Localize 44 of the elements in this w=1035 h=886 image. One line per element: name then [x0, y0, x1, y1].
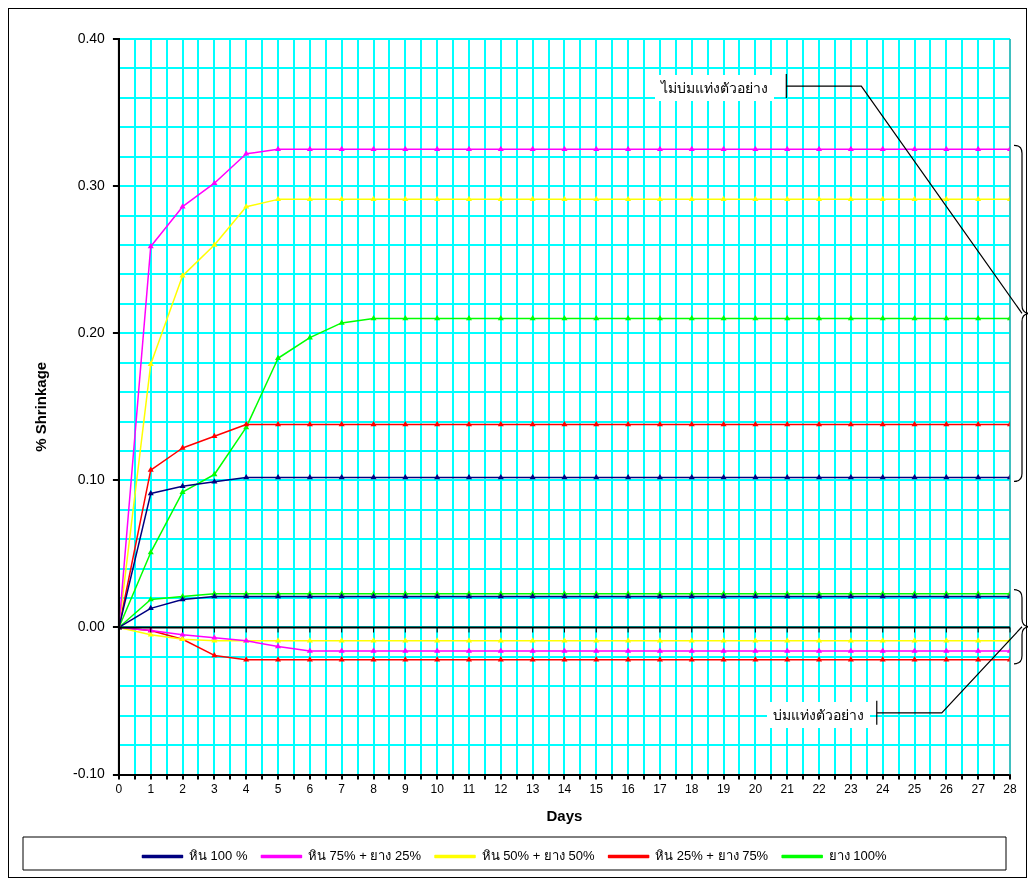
x-tick-label: 20 [748, 782, 763, 797]
y-tick-label: 0.00 [77, 618, 106, 635]
y-tick-label: 0.40 [77, 29, 106, 46]
x-tick-label: 13 [525, 782, 540, 797]
y-tick-label: 0.20 [77, 324, 106, 341]
x-tick-label: 6 [306, 782, 314, 797]
x-tick-label: 21 [780, 782, 795, 797]
annotation: บ่มแท่งตัวอย่าง [766, 701, 870, 728]
x-tick-label: 1 [147, 782, 155, 797]
x-tick-label: 19 [716, 782, 731, 797]
x-tick-label: 25 [907, 782, 922, 797]
y-tick-label: 0.30 [77, 176, 106, 193]
x-tick-label: 23 [844, 782, 858, 797]
legend-label: หิน 100 % [188, 848, 248, 864]
x-tick-label: 3 [211, 782, 219, 797]
y-tick-label: -0.10 [72, 765, 106, 782]
x-tick-label: 10 [430, 782, 445, 797]
y-axis-title: % Shrinkage [32, 361, 50, 452]
x-tick-label: 9 [401, 782, 409, 797]
x-tick-label: 14 [557, 782, 572, 797]
x-tick-label: 24 [876, 782, 890, 797]
x-tick-label: 5 [274, 782, 282, 797]
legend-label: ยาง 100% [828, 848, 887, 864]
x-tick-label: 2 [179, 782, 187, 797]
x-tick-label: 11 [462, 782, 476, 797]
x-tick-label: 22 [812, 782, 827, 797]
x-axis-title: Days [546, 807, 583, 825]
x-tick-label: 15 [589, 782, 604, 797]
annotation: ไม่บ่มแท่งตัวอย่าง [655, 75, 775, 102]
x-tick-label: 26 [939, 782, 954, 797]
x-tick-label: 8 [370, 782, 378, 797]
y-tick-label: 0.10 [77, 471, 106, 488]
x-tick-label: 27 [971, 782, 986, 797]
x-tick-label: 7 [338, 782, 346, 797]
x-tick-label: 12 [494, 782, 508, 797]
x-tick-label: 17 [653, 782, 667, 797]
x-tick-label: 16 [621, 782, 636, 797]
x-tick-label: 0 [115, 782, 123, 797]
legend-label: หิน 25% + ยาง 75% [655, 848, 769, 864]
x-tick-label: 4 [242, 782, 250, 797]
x-tick-label: 18 [685, 782, 699, 797]
legend-label: หิน 50% + ยาง 50% [481, 848, 596, 864]
x-tick-label: 28 [1003, 782, 1017, 797]
legend-label: หิน 75% + ยาง 25% [307, 848, 422, 864]
